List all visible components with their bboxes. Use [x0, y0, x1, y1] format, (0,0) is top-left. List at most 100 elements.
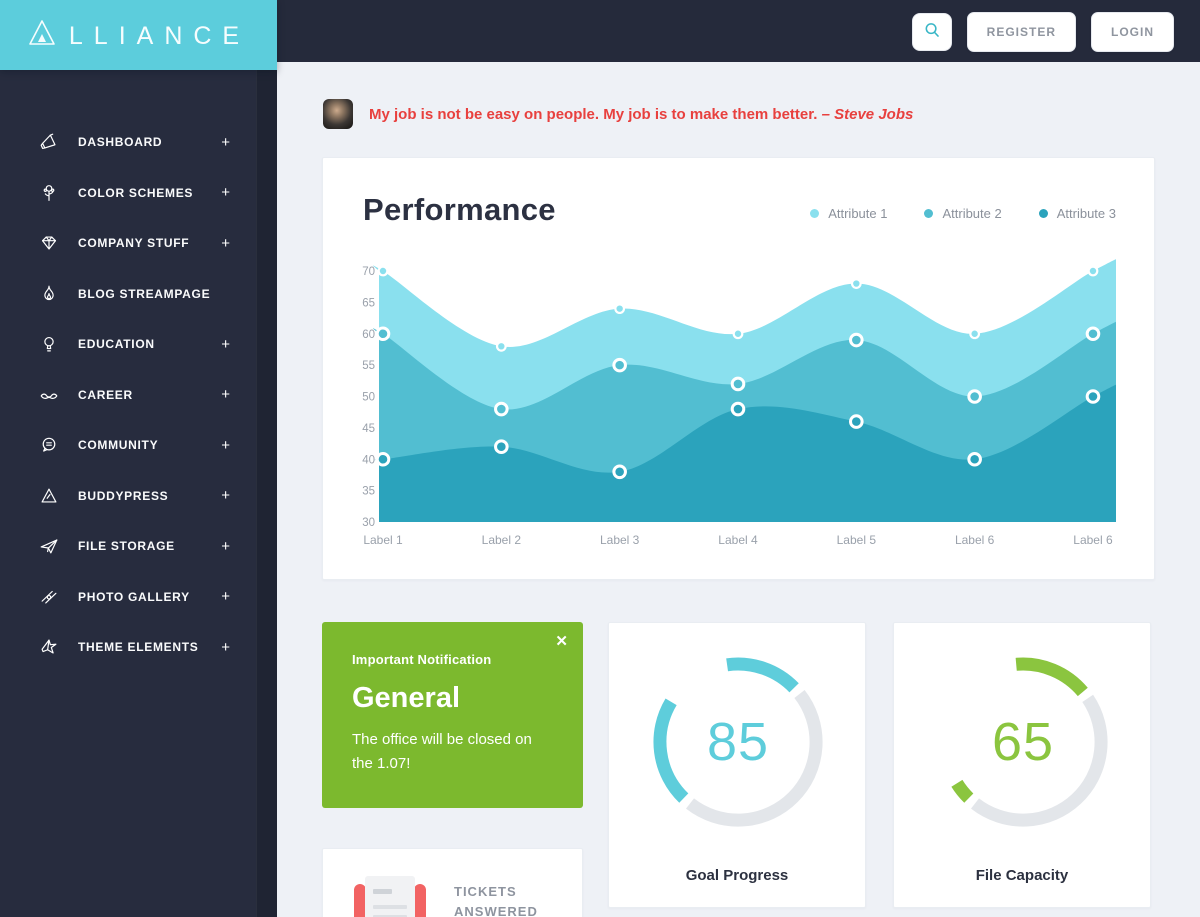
data-point: [967, 451, 982, 467]
gauge-arc: [726, 657, 799, 693]
data-point: [377, 265, 389, 277]
photo-lens-icon: [37, 585, 61, 609]
sidebar-item-company-stuff[interactable]: COMPANY STUFF +: [0, 218, 256, 269]
diamond-icon: [37, 231, 61, 255]
paper-plane-icon: [37, 534, 61, 558]
legend-item-1[interactable]: Attribute 1: [810, 206, 887, 221]
gauge-value: 85: [706, 712, 770, 772]
expand-plus-icon[interactable]: +: [221, 234, 230, 252]
performance-title: Performance: [363, 192, 556, 227]
area-series: [372, 384, 1116, 522]
y-axis-tick: 50: [362, 392, 375, 404]
data-point: [732, 328, 744, 340]
brand-wordmark: LLIANCE: [68, 21, 251, 50]
mustache-icon: [37, 383, 61, 407]
close-icon[interactable]: ✕: [555, 633, 568, 650]
tickets-line1: TICKETS: [454, 884, 517, 899]
notification-kicker: Important Notification: [352, 652, 492, 667]
quote-body: My job is not be easy on people. My job …: [369, 105, 818, 123]
data-point: [495, 340, 507, 352]
sidebar-item-color-schemes[interactable]: COLOR SCHEMES +: [0, 168, 256, 219]
sidebar-item-community[interactable]: COMMUNITY +: [0, 420, 256, 471]
legend-label: Attribute 1: [828, 206, 888, 221]
data-point: [730, 376, 746, 392]
sidebar-item-theme-elements[interactable]: THEME ELEMENTS +: [0, 622, 256, 673]
data-point: [969, 328, 981, 340]
expand-plus-icon[interactable]: +: [221, 335, 230, 353]
chart-legend: Attribute 1 Attribute 2 Attribute 3: [810, 206, 1116, 221]
legend-dot-icon: [924, 209, 934, 218]
sidebar-item-label: COLOR SCHEMES: [78, 185, 194, 200]
legend-item-2[interactable]: Attribute 2: [924, 206, 1002, 221]
origami-bird-icon: [37, 635, 61, 659]
sidebar-item-label: BLOG STREAMPAGE: [78, 286, 211, 301]
y-axis-tick: 60: [362, 329, 375, 341]
expand-plus-icon[interactable]: +: [221, 487, 230, 505]
tickets-label: TICKETS ANSWERED: [454, 882, 538, 917]
x-axis-label: Label 5: [837, 533, 877, 547]
sidebar-item-buddypress[interactable]: BUDDYPRESS +: [0, 471, 256, 522]
sidebar-item-career[interactable]: CAREER +: [0, 370, 256, 421]
y-axis-tick: 40: [362, 454, 375, 466]
legend-dot-icon: [1038, 209, 1048, 218]
file-capacity-gauge: 65: [928, 647, 1118, 837]
expand-plus-icon[interactable]: +: [221, 638, 230, 656]
brand-logo[interactable]: LLIANCE: [0, 0, 277, 70]
sidebar-item-file-storage[interactable]: FILE STORAGE +: [0, 521, 256, 572]
x-axis-label: Label 1: [363, 533, 403, 547]
register-button[interactable]: REGISTER: [966, 12, 1076, 52]
expand-plus-icon[interactable]: +: [221, 537, 230, 555]
search-button[interactable]: [911, 13, 952, 51]
sidebar-item-label: EDUCATION: [78, 337, 155, 352]
expand-plus-icon[interactable]: +: [221, 386, 230, 404]
sidebar-item-dashboard[interactable]: DASHBOARD +: [0, 117, 256, 168]
quote-text: My job is not be easy on people. My job …: [369, 106, 913, 123]
y-axis-tick: 45: [362, 423, 375, 435]
data-point: [1085, 326, 1101, 342]
gauge-arc: [951, 779, 974, 803]
main-content: My job is not be easy on people. My job …: [277, 62, 1200, 917]
data-point: [614, 303, 626, 315]
megaphone-icon: [37, 130, 61, 154]
expand-plus-icon[interactable]: +: [221, 184, 230, 202]
y-axis-tick: 55: [362, 360, 375, 372]
data-point: [494, 439, 509, 454]
ticket-document-icon: [352, 876, 428, 917]
legend-label: Attribute 3: [1056, 206, 1116, 221]
expand-plus-icon[interactable]: +: [221, 436, 230, 454]
quote-author: – Steve Jobs: [821, 105, 914, 123]
sidebar-item-blog-streampage[interactable]: BLOG STREAMPAGE: [0, 269, 256, 320]
sidebar-item-photo-gallery[interactable]: PHOTO GALLERY +: [0, 572, 256, 623]
expand-plus-icon[interactable]: +: [221, 133, 230, 151]
x-axis-label: Label 4: [718, 533, 758, 547]
x-axis-label: Label 3: [600, 533, 640, 547]
legend-item-3[interactable]: Attribute 3: [1038, 206, 1116, 221]
sidebar-item-label: COMMUNITY: [78, 438, 159, 453]
gauge-label: Goal Progress: [685, 867, 789, 884]
data-point: [849, 332, 864, 348]
goal-progress-card: 85 Goal Progress: [608, 622, 866, 908]
goal-progress-gauge: 85: [643, 647, 833, 837]
y-axis-tick: 35: [362, 486, 375, 498]
sidebar-item-education[interactable]: EDUCATION +: [0, 319, 256, 370]
topbar-actions: REGISTER LOGIN: [911, 12, 1174, 52]
data-point: [1085, 389, 1101, 404]
y-axis-tick: 65: [362, 297, 375, 309]
sidebar-gutter: [256, 0, 277, 917]
gauge-arc: [653, 698, 689, 803]
expand-plus-icon[interactable]: +: [221, 588, 230, 606]
flame-icon: [37, 282, 61, 306]
sidebar-item-label: FILE STORAGE: [78, 539, 175, 554]
x-axis-label: Label 6: [955, 533, 995, 547]
sidebar-item-label: PHOTO GALLERY: [78, 589, 190, 604]
tickets-line2: ANSWERED: [454, 904, 538, 917]
data-point: [612, 357, 627, 373]
sidebar: DASHBOARD + COLOR SCHEMES + COMPANY STUFF + BL…: [0, 0, 277, 917]
sidebar-item-label: COMPANY STUFF: [78, 236, 190, 251]
login-button[interactable]: LOGIN: [1091, 12, 1174, 52]
sidebar-item-label: DASHBOARD: [78, 135, 163, 150]
triangle-a-icon: [27, 18, 57, 53]
data-point: [494, 401, 509, 417]
y-axis-tick: 30: [362, 517, 375, 529]
file-capacity-card: 65 File Capacity: [893, 622, 1151, 908]
